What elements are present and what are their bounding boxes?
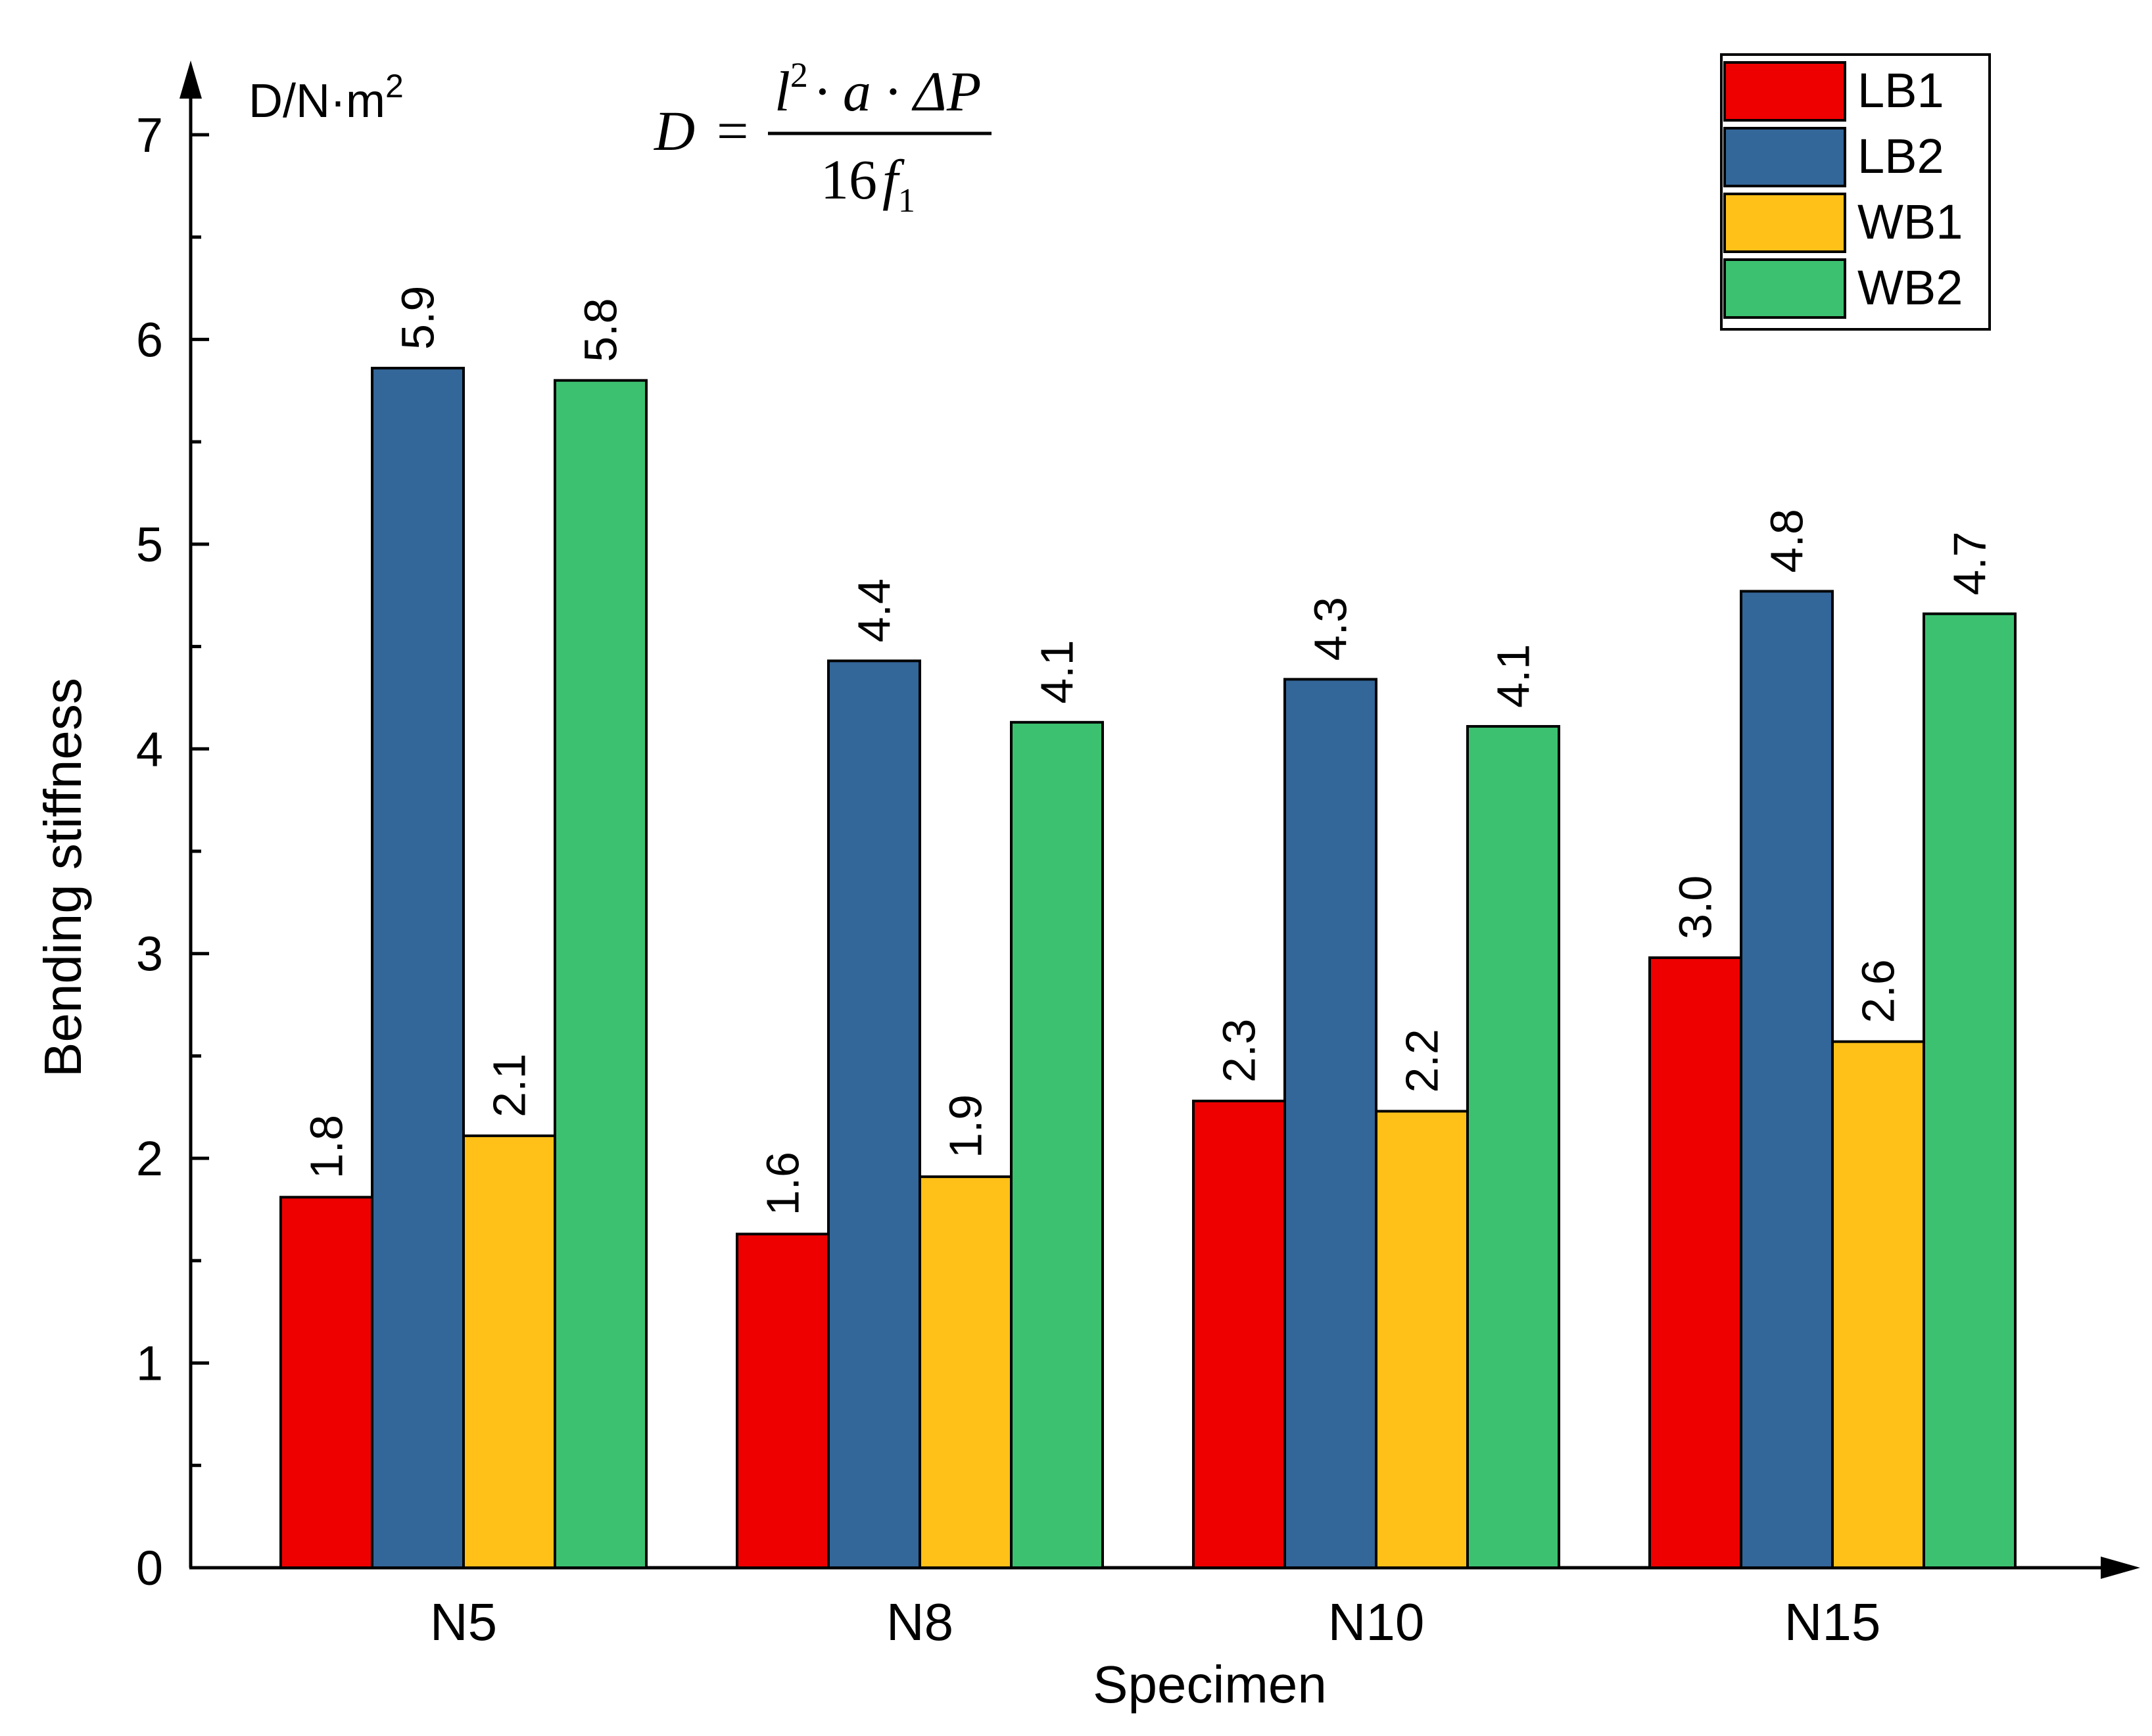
bar-lb1-n8 <box>736 1232 830 1570</box>
bar-value-label: 5.8 <box>575 298 627 362</box>
formula-denominator: 16f1 <box>821 148 915 220</box>
legend: LB1 LB2 WB1 WB2 <box>1720 53 1991 331</box>
bar-value-label: 5.9 <box>393 286 444 350</box>
y-axis-arrow-icon <box>179 60 202 99</box>
bar-value-labels: 1.8 5.9 2.1 5.8 1.6 4.4 1.9 4.1 2.3 4.3 2.2 4.1 3.0 4… <box>301 286 1996 1216</box>
legend-swatch-lb2 <box>1723 127 1846 187</box>
formula-equals: = <box>717 99 749 162</box>
bar-wb1-n5 <box>462 1134 556 1569</box>
bar-wb2-n15 <box>1923 612 2017 1570</box>
y-tick-label: 2 <box>136 1131 163 1186</box>
bar-lb1-n10 <box>1192 1099 1286 1569</box>
bar-lb2-n10 <box>1283 678 1377 1569</box>
legend-label-wb1: WB1 <box>1857 195 1963 249</box>
legend-label-lb2: LB2 <box>1857 129 1944 183</box>
bar-value-label: 4.3 <box>1305 597 1356 661</box>
legend-swatch-lb1 <box>1723 61 1846 122</box>
bar-wb2-n5 <box>554 379 648 1570</box>
y-tick-label: 0 <box>136 1541 163 1595</box>
formula: D = l2 · a · ΔP 16f1 <box>654 55 992 220</box>
bar-value-label: 2.3 <box>1214 1019 1265 1083</box>
bar-wb2-n8 <box>1010 720 1104 1569</box>
x-tick-label: N5 <box>430 1593 497 1651</box>
y-tick-label: 7 <box>136 108 163 162</box>
x-axis-title: Specimen <box>1093 1655 1327 1714</box>
bar-value-label: 2.2 <box>1397 1029 1448 1092</box>
bar-lb2-n8 <box>827 659 921 1569</box>
bar-value-label: 2.6 <box>1853 959 1904 1023</box>
bar-value-label: 1.9 <box>940 1094 992 1158</box>
y-tick-label: 1 <box>136 1336 163 1391</box>
y-tick-label: 3 <box>136 927 163 981</box>
y-axis-title: Bending stiffness <box>34 678 92 1077</box>
bar-value-label: 4.8 <box>1761 509 1813 573</box>
bar-value-label: 2.1 <box>484 1054 535 1117</box>
legend-swatch-wb2 <box>1723 258 1846 319</box>
bar-value-label: 4.7 <box>1944 531 1996 595</box>
bar-value-label: 4.4 <box>849 578 900 642</box>
bar-value-label: 4.1 <box>1032 640 1083 703</box>
formula-numerator: l2 · a · ΔP <box>775 55 981 123</box>
bar-wb2-n10 <box>1466 725 1560 1569</box>
y-ticks: 0 1 2 3 4 5 6 7 <box>136 108 209 1595</box>
bar-wb1-n10 <box>1375 1110 1469 1569</box>
bar-wb1-n15 <box>1831 1040 1925 1569</box>
formula-lhs: D <box>654 99 695 162</box>
legend-label-wb2: WB2 <box>1857 260 1963 315</box>
legend-label-lb1: LB1 <box>1857 63 1944 118</box>
x-tick-label: N15 <box>1784 1593 1881 1651</box>
bar-lb1-n5 <box>279 1196 373 1570</box>
bar-lb2-n5 <box>371 367 465 1569</box>
y-tick-label: 6 <box>136 312 163 367</box>
x-tick-labels: N5 N8 N10 N15 <box>430 1593 1881 1651</box>
bar-value-label: 1.6 <box>757 1152 809 1215</box>
y-tick-label: 4 <box>136 722 163 776</box>
bar-lb2-n15 <box>1740 590 1834 1569</box>
bars <box>279 367 2017 1570</box>
x-tick-label: N8 <box>886 1593 953 1651</box>
y-tick-label: 5 <box>136 517 163 572</box>
bar-value-label: 3.0 <box>1670 876 1721 939</box>
bar-value-label: 1.8 <box>301 1115 352 1179</box>
legend-swatch-wb1 <box>1723 193 1846 253</box>
bar-lb1-n15 <box>1648 956 1742 1569</box>
y-unit-label: D/N·m2 <box>249 68 404 128</box>
x-axis-arrow-icon <box>2101 1557 2140 1579</box>
x-tick-label: N10 <box>1328 1593 1425 1651</box>
bar-wb1-n8 <box>919 1175 1013 1569</box>
bar-value-label: 4.1 <box>1488 644 1539 708</box>
